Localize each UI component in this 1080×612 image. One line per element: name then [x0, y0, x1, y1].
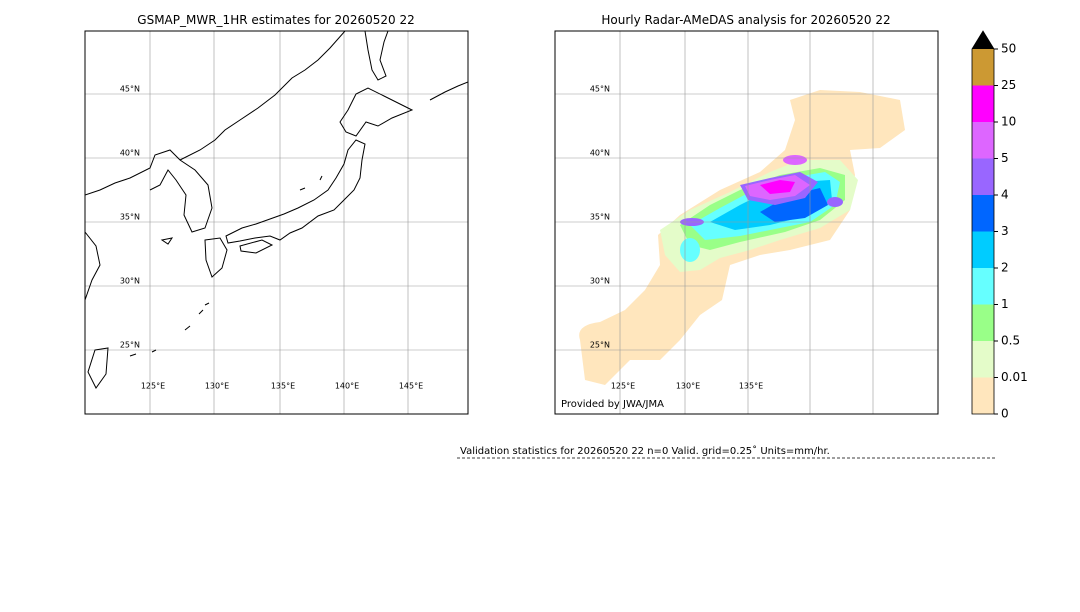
coastline: [85, 31, 468, 389]
credit: Provided by JWA/JMA: [561, 399, 664, 410]
left-title: GSMAP_MWR_1HR estimates for 20260520 22: [137, 13, 414, 27]
colorbar-label: 10: [1001, 115, 1016, 129]
lat-label: 30°N: [120, 277, 140, 286]
map-frame: [84, 30, 469, 415]
left-map: GSMAP_MWR_1HR estimates for 20260520 22: [84, 13, 469, 415]
lat-label: 25°N: [590, 341, 610, 350]
colorbar-label: 3: [1001, 224, 1009, 238]
lat-label: 40°N: [590, 149, 610, 158]
colorbar-label: 2: [1001, 261, 1009, 275]
precip-area: [680, 238, 700, 262]
right-map: Hourly Radar-AMeDAS analysis for 2026052…: [554, 13, 939, 415]
lat-label: 25°N: [120, 341, 140, 350]
colorbar-label: 4: [1001, 188, 1009, 202]
lon-label: 135°E: [739, 382, 763, 391]
lon-label: 130°E: [676, 382, 700, 391]
colorbar-segment: [972, 377, 994, 414]
colorbar: 0 0.01 0.5 1 2 3 4 5 10 25 50: [971, 30, 1028, 421]
lat-label: 35°N: [590, 213, 610, 222]
precip-area: [760, 180, 795, 194]
right-title: Hourly Radar-AMeDAS analysis for 2026052…: [601, 13, 890, 27]
colorbar-label: 0.5: [1001, 334, 1020, 348]
precip-area: [827, 197, 843, 207]
colorbar-label: 0.01: [1001, 370, 1028, 384]
lat-label: 35°N: [120, 213, 140, 222]
lon-label: 125°E: [141, 382, 165, 391]
colorbar-label: 1: [1001, 297, 1009, 311]
colorbar-segment: [972, 85, 994, 122]
lat-label: 40°N: [120, 149, 140, 158]
lon-label: 145°E: [399, 382, 423, 391]
colorbar-label: 25: [1001, 78, 1016, 92]
map-frame: [554, 30, 939, 415]
colorbar-segment: [972, 195, 994, 232]
precip-area: [760, 188, 828, 222]
colorbar-segment: [972, 304, 994, 341]
colorbar-extend: [972, 31, 994, 49]
precip-area: [783, 155, 807, 165]
colorbar-label: 5: [1001, 151, 1009, 165]
colorbar-segment: [972, 231, 994, 268]
colorbar-segment: [972, 122, 994, 159]
colorbar-frame: [971, 30, 995, 415]
colorbar-segment: [972, 268, 994, 305]
lon-label: 125°E: [611, 382, 635, 391]
colorbar-label: 50: [1001, 42, 1016, 56]
lat-label: 30°N: [590, 277, 610, 286]
colorbar-segment: [972, 158, 994, 195]
lat-label: 45°N: [120, 85, 140, 94]
lon-label: 140°E: [335, 382, 359, 391]
lon-label: 130°E: [205, 382, 229, 391]
lat-label: 45°N: [590, 85, 610, 94]
colorbar-segment: [972, 49, 994, 86]
colorbar-segment: [972, 341, 994, 378]
colorbar-label: 0: [1001, 407, 1009, 421]
lon-label: 135°E: [271, 382, 295, 391]
precip-field: [579, 90, 905, 385]
validation-stats: Validation statistics for 20260520 22 n=…: [460, 445, 830, 457]
